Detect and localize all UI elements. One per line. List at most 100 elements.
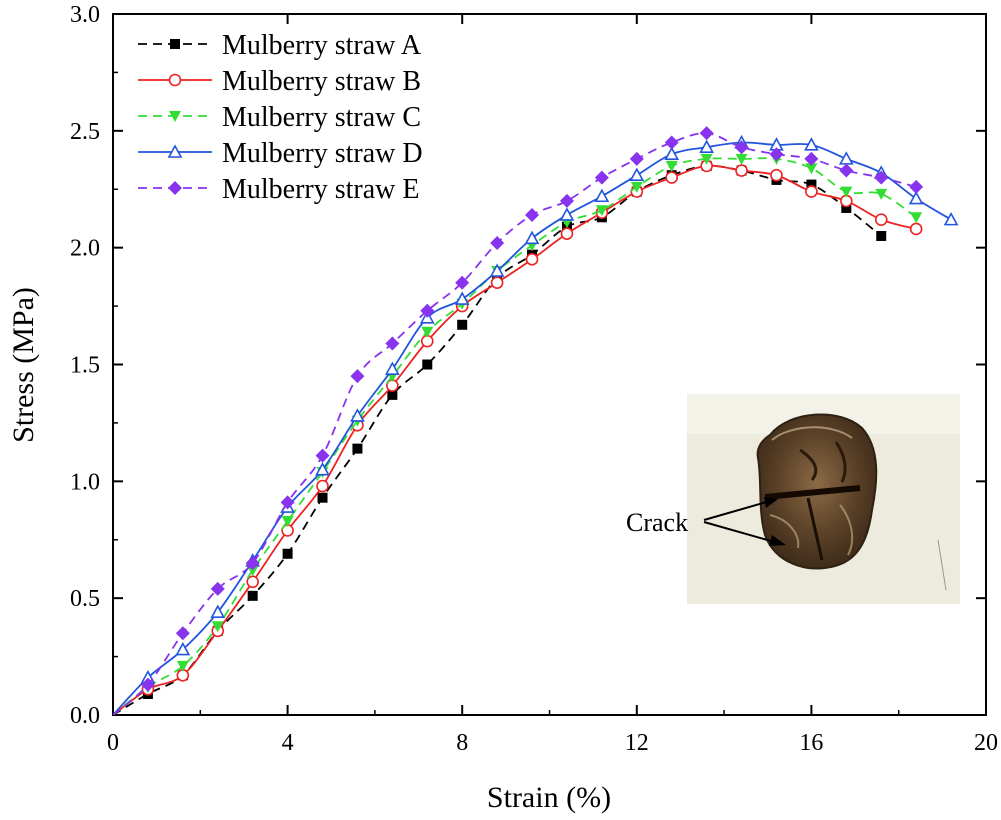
data-point (874, 170, 889, 185)
data-point (595, 205, 608, 217)
legend-marker (168, 73, 182, 87)
crack-arrow-upper (703, 500, 771, 521)
legend: Mulberry straw A Mulberry straw B Mulberry… (138, 30, 423, 205)
x-tick-labels: 0 4 8 12 16 20 (107, 730, 998, 756)
data-point (140, 677, 155, 692)
crack-arrowhead-upper (764, 497, 778, 508)
data-point (943, 211, 959, 226)
data-point (804, 151, 819, 166)
legend-label: Mulberry straw B (222, 66, 421, 97)
data-point (735, 164, 748, 177)
data-point (525, 207, 540, 222)
crack-photo-inset (687, 394, 960, 604)
y-tick-label: 3.0 (70, 2, 100, 28)
series-e (113, 126, 924, 715)
data-point (560, 227, 574, 240)
data-point (665, 171, 679, 184)
legend-item: Mulberry straw A (138, 30, 422, 61)
data-point (281, 516, 294, 528)
data-point (874, 213, 888, 226)
data-point (805, 163, 818, 175)
data-point (315, 448, 330, 463)
data-point (769, 147, 784, 162)
data-point (210, 581, 225, 596)
data-point (629, 167, 645, 182)
data-point (247, 590, 258, 601)
data-point (594, 170, 609, 185)
y-tick-label: 0.5 (70, 586, 100, 612)
axis-ticks (112, 13, 987, 716)
data-point (770, 168, 783, 182)
data-point (875, 188, 888, 200)
data-point (210, 604, 226, 618)
data-point (804, 137, 819, 151)
data-point (525, 253, 539, 266)
data-point (457, 319, 468, 330)
y-tick-labels: 0.0 0.5 1.0 1.5 2.0 2.5 3.0 (70, 2, 100, 729)
data-point (524, 230, 540, 245)
data-point (734, 140, 749, 155)
crack-arrowhead-lower (769, 535, 786, 546)
data-point (841, 202, 852, 213)
legend-marker (170, 39, 180, 49)
data-point (385, 361, 400, 375)
crack-label: Crack (626, 508, 688, 537)
y-tick-label: 2.5 (70, 119, 100, 145)
x-tick-label: 8 (456, 730, 468, 756)
data-point (838, 151, 854, 165)
data-point (455, 275, 470, 290)
legend-item: Mulberry straw D (138, 138, 423, 169)
data-point (910, 212, 923, 224)
crack-arrow-lower (703, 521, 779, 544)
data-point (490, 276, 504, 290)
legend-item: Mulberry straw C (138, 102, 421, 133)
legend-label: Mulberry straw C (222, 102, 421, 133)
data-point (559, 207, 575, 221)
data-point (664, 135, 679, 150)
data-point (806, 179, 817, 190)
data-point (176, 660, 189, 672)
data-point (559, 193, 574, 208)
data-point (350, 408, 365, 422)
data-point (839, 163, 854, 178)
data-point (805, 185, 818, 198)
data-point (246, 575, 259, 589)
legend-marker (167, 144, 183, 158)
data-point (387, 389, 398, 400)
x-tick-label: 4 (282, 730, 294, 756)
data-point (175, 626, 190, 641)
data-point (699, 139, 714, 153)
data-point (315, 461, 330, 476)
crack-line (764, 485, 861, 500)
data-point (350, 369, 365, 384)
y-axis-title: Stress (MPa) (7, 287, 40, 443)
legend-marker (168, 181, 182, 195)
data-point (664, 146, 680, 160)
legend-label: Mulberry straw E (222, 174, 420, 205)
data-point (594, 188, 610, 203)
data-point (420, 303, 435, 318)
data-point (630, 181, 643, 193)
data-point (490, 235, 505, 250)
data-point (282, 548, 293, 559)
legend-item: Mulberry straw B (138, 66, 421, 97)
data-point (280, 495, 295, 510)
data-point (175, 641, 191, 656)
data-point (665, 160, 678, 172)
data-point (908, 190, 924, 205)
data-point (699, 126, 714, 141)
data-point (211, 621, 224, 633)
data-point (909, 179, 924, 194)
data-point (385, 336, 400, 351)
legend-label: Mulberry straw D (222, 138, 423, 169)
legend-item: Mulberry straw E (138, 174, 420, 205)
y-tick-label: 2.0 (70, 236, 100, 262)
y-tick-label: 1.0 (70, 469, 100, 495)
x-axis-title: Strain (%) (487, 781, 611, 814)
data-point (735, 153, 748, 165)
data-point (422, 359, 433, 370)
data-point (245, 556, 260, 571)
legend-label: Mulberry straw A (222, 30, 422, 61)
y-tick-label: 0.0 (70, 703, 100, 729)
